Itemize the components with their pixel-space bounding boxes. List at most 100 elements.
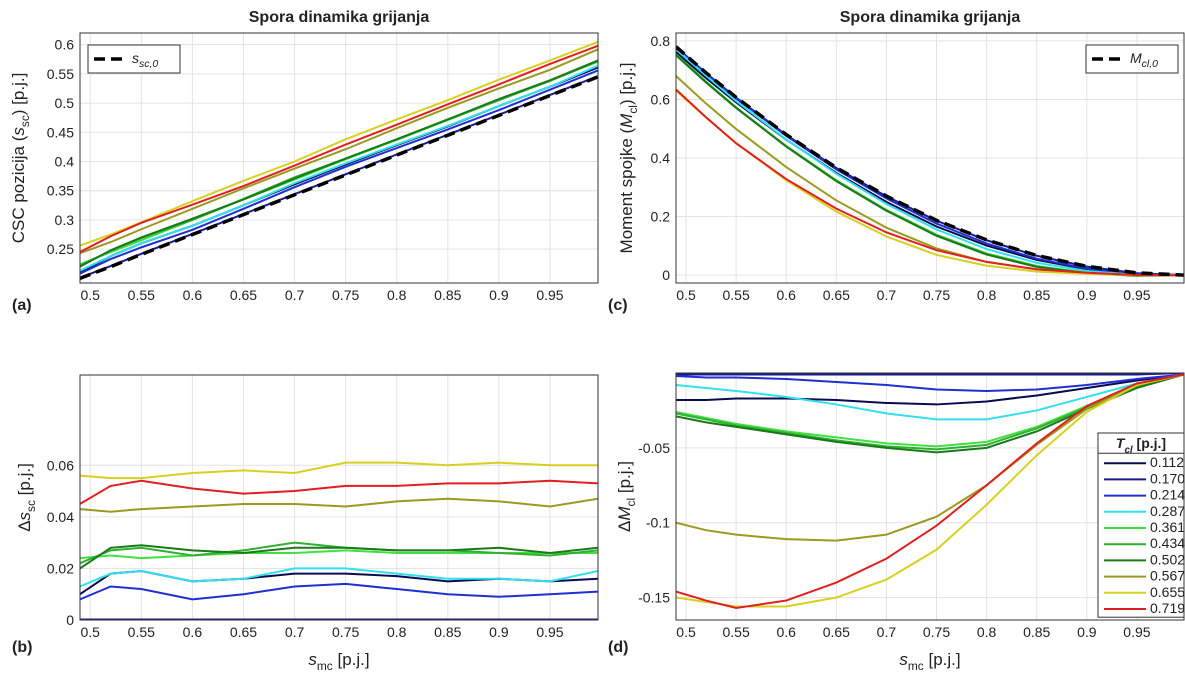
legend-label: 0.434	[1150, 535, 1185, 551]
x-tick-label: 0.6	[183, 287, 203, 303]
x-tick-label: 0.55	[722, 287, 749, 303]
x-tick-label: 0.8	[977, 287, 997, 303]
text-part: [p.j.]	[15, 463, 34, 500]
x-tick-label: 0.85	[434, 624, 461, 640]
text-part: s	[132, 50, 139, 66]
y-tick-label: 0.06	[47, 457, 74, 473]
x-tick-label: 0.95	[1123, 287, 1150, 303]
y-tick-label: 0.3	[55, 212, 75, 228]
x-tick-label: 0.7	[285, 287, 305, 303]
series-line	[80, 69, 598, 275]
y-tick-label: -0.05	[638, 440, 670, 456]
x-axis-label: smc [p.j.]	[899, 650, 960, 673]
text-part: sc,0	[139, 58, 158, 70]
x-tick-label: 0.8	[387, 624, 407, 640]
y-tick-label: 0.5	[55, 95, 75, 111]
x-tick-label: 0.85	[1023, 287, 1050, 303]
text-part: [p.j.]	[1133, 435, 1166, 451]
y-tick-label: 0.02	[47, 560, 74, 576]
y-tick-label: 0	[66, 612, 74, 628]
text-part: Δ	[615, 521, 634, 532]
x-tick-label: 0.6	[776, 287, 796, 303]
series-line	[80, 64, 598, 272]
series-line	[80, 541, 598, 565]
x-tick-label: 0.65	[823, 287, 850, 303]
x-tick-label: 0.85	[1023, 624, 1050, 640]
x-tick-label: 0.7	[285, 624, 305, 640]
legend-label: 0.655	[1150, 584, 1185, 600]
y-tick-label: 0.35	[47, 183, 74, 199]
series-line	[80, 59, 598, 268]
series-line	[80, 461, 598, 480]
text-part: sc	[18, 115, 32, 127]
series-line	[676, 373, 1184, 406]
text-part: s	[9, 127, 28, 136]
x-tick-label: 0.95	[536, 287, 563, 303]
legend-label: 0.287	[1150, 503, 1185, 519]
x-tick-label: 0.95	[536, 624, 563, 640]
series-line	[80, 544, 598, 570]
text-part: M	[1130, 50, 1142, 66]
series-line	[676, 373, 1184, 542]
y-axis-label: CSC pozicija (ssc) [p.j.]	[9, 73, 32, 244]
x-tick-label: 0.5	[676, 624, 696, 640]
plot-frame	[79, 32, 599, 284]
x-tick-label: 0.85	[434, 287, 461, 303]
y-tick-label: 0.45	[47, 124, 74, 140]
text-part: mc	[317, 659, 333, 673]
x-tick-label: 0.6	[183, 624, 203, 640]
y-axis-label: ΔMcl [p.j.]	[615, 461, 638, 532]
text-part: CSC pozicija (	[9, 135, 28, 243]
chart-title: Spora dinamika grijanja	[840, 9, 1021, 26]
text-part: sc	[24, 500, 38, 512]
plot-frame	[675, 32, 1185, 284]
x-tick-label: 0.75	[923, 624, 950, 640]
series-line	[80, 75, 598, 280]
series-line	[676, 373, 1184, 421]
plot-frame	[79, 374, 599, 621]
series-line	[80, 497, 598, 513]
x-tick-label: 0.9	[489, 624, 509, 640]
legend-title: Tcl [p.j.]	[1116, 435, 1166, 456]
y-tick-label: 0.6	[651, 91, 671, 107]
y-tick-label: 0.4	[55, 154, 75, 170]
legend-label: 0.112	[1150, 454, 1184, 470]
series-line	[676, 48, 1184, 277]
legend-label: Mcl,0	[1130, 50, 1158, 70]
text-part: s	[899, 650, 908, 669]
legend-label: 0.567	[1150, 568, 1185, 584]
panel-label: (d)	[608, 639, 628, 656]
x-tick-label: 0.9	[1077, 287, 1097, 303]
series-line	[676, 373, 1184, 392]
panel-label: (c)	[608, 297, 628, 314]
x-tick-label: 0.5	[80, 287, 100, 303]
text-part: s	[15, 511, 34, 520]
x-tick-label: 0.55	[722, 624, 749, 640]
y-tick-label: 0.04	[47, 509, 74, 525]
series-line	[676, 373, 1184, 610]
series-line	[80, 567, 598, 588]
x-tick-label: 0.7	[877, 287, 897, 303]
text-part: cl	[626, 105, 640, 114]
series-line	[80, 582, 598, 601]
y-tick-label: 0.55	[47, 66, 74, 82]
x-tick-label: 0.9	[1077, 624, 1097, 640]
y-tick-label: -0.1	[646, 515, 670, 531]
x-tick-label: 0.7	[877, 624, 897, 640]
text-part: cl	[624, 498, 638, 507]
text-part: cl	[1124, 445, 1132, 456]
text-part: M	[615, 506, 634, 521]
text-part: Moment spojke (	[617, 127, 636, 253]
chart-title: Spora dinamika grijanja	[249, 9, 430, 26]
series-line	[676, 373, 1184, 376]
text-part: mc	[908, 659, 924, 673]
panel-label: (b)	[12, 639, 32, 656]
text-part: cl,0	[1142, 58, 1159, 70]
text-part: ) [p.j.]	[617, 63, 636, 106]
text-part: T	[1116, 435, 1126, 451]
legend-box	[1085, 44, 1179, 74]
y-tick-label: 0.6	[55, 37, 75, 53]
text-part: [p.j.]	[924, 650, 961, 669]
x-tick-label: 0.8	[387, 287, 407, 303]
